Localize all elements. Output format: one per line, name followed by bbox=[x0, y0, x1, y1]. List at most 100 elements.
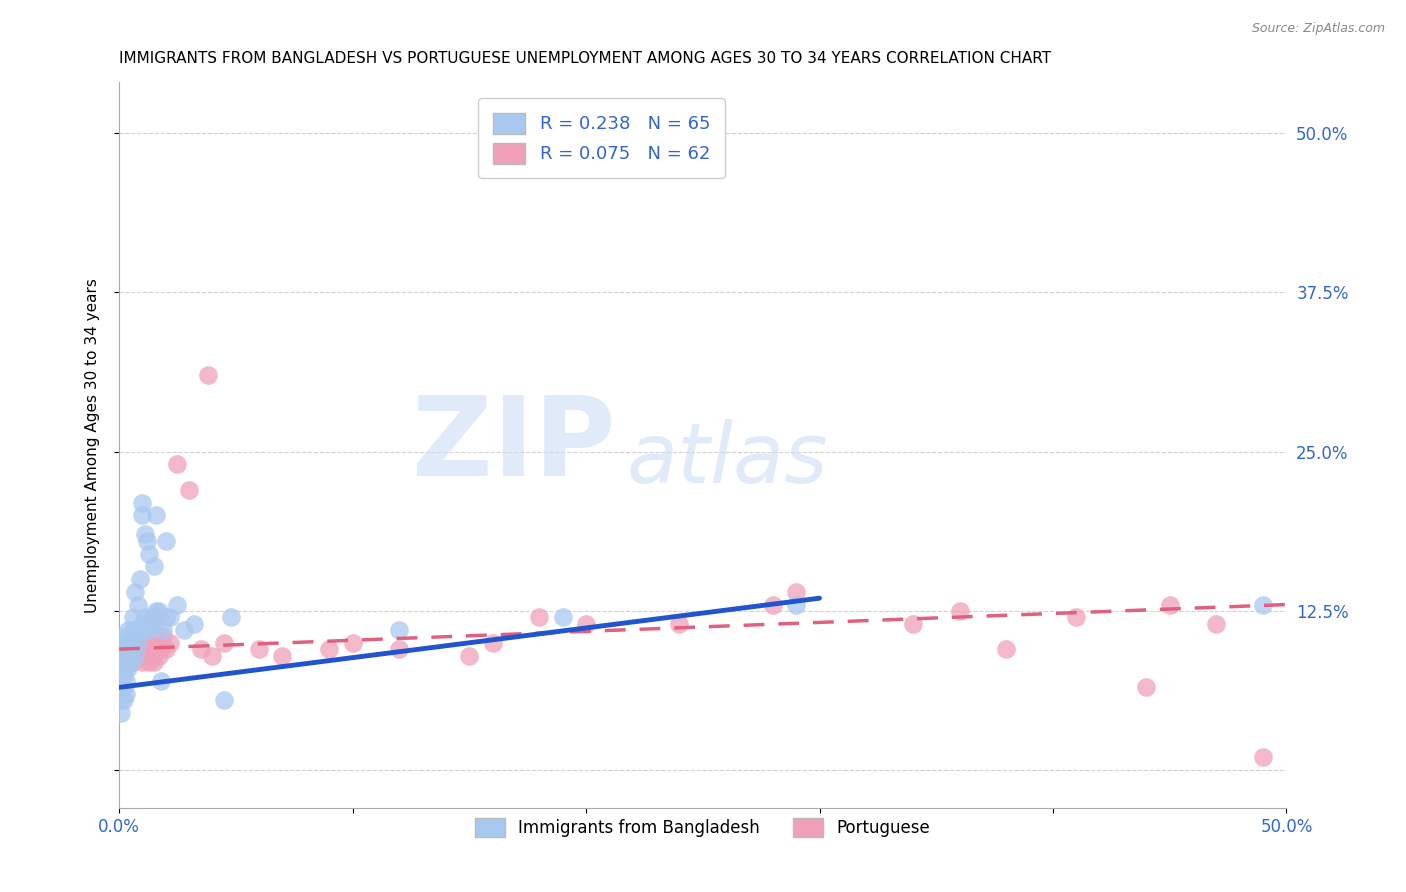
Point bbox=[901, 616, 924, 631]
Point bbox=[529, 610, 551, 624]
Point bbox=[127, 648, 149, 663]
Point bbox=[115, 648, 138, 663]
Point bbox=[143, 655, 166, 669]
Point bbox=[458, 648, 481, 663]
Point bbox=[134, 527, 156, 541]
Point bbox=[143, 559, 166, 574]
Point bbox=[120, 636, 142, 650]
Point bbox=[136, 616, 159, 631]
Point bbox=[112, 655, 135, 669]
Point bbox=[138, 642, 160, 657]
Point bbox=[145, 508, 167, 523]
Point bbox=[318, 642, 340, 657]
Point bbox=[138, 547, 160, 561]
Point bbox=[127, 598, 149, 612]
Point bbox=[117, 655, 139, 669]
Point bbox=[166, 598, 188, 612]
Point bbox=[271, 648, 294, 663]
Point bbox=[212, 636, 235, 650]
Point bbox=[148, 604, 170, 618]
Point bbox=[117, 642, 139, 657]
Point bbox=[342, 636, 364, 650]
Point bbox=[112, 648, 135, 663]
Point bbox=[115, 636, 138, 650]
Point bbox=[762, 598, 785, 612]
Point bbox=[141, 648, 163, 663]
Point bbox=[166, 458, 188, 472]
Point bbox=[124, 648, 146, 663]
Y-axis label: Unemployment Among Ages 30 to 34 years: Unemployment Among Ages 30 to 34 years bbox=[86, 277, 100, 613]
Point bbox=[201, 648, 224, 663]
Point bbox=[388, 642, 411, 657]
Point bbox=[177, 483, 200, 497]
Point bbox=[159, 636, 181, 650]
Point bbox=[115, 636, 138, 650]
Point bbox=[150, 642, 173, 657]
Point bbox=[131, 642, 153, 657]
Point bbox=[155, 533, 177, 548]
Point bbox=[122, 623, 145, 637]
Point bbox=[995, 642, 1018, 657]
Point bbox=[145, 604, 167, 618]
Point bbox=[1066, 610, 1088, 624]
Point bbox=[131, 616, 153, 631]
Point bbox=[148, 648, 170, 663]
Point bbox=[122, 610, 145, 624]
Point bbox=[110, 706, 132, 720]
Point bbox=[129, 648, 152, 663]
Point bbox=[120, 648, 142, 663]
Point bbox=[122, 642, 145, 657]
Point bbox=[112, 661, 135, 675]
Point bbox=[131, 655, 153, 669]
Point bbox=[134, 636, 156, 650]
Point bbox=[1135, 681, 1157, 695]
Point bbox=[127, 636, 149, 650]
Point bbox=[134, 648, 156, 663]
Point bbox=[481, 636, 503, 650]
Point bbox=[117, 661, 139, 675]
Point bbox=[152, 623, 174, 637]
Point bbox=[131, 508, 153, 523]
Point bbox=[145, 629, 167, 643]
Point bbox=[141, 636, 163, 650]
Point bbox=[120, 642, 142, 657]
Point bbox=[150, 673, 173, 688]
Text: IMMIGRANTS FROM BANGLADESH VS PORTUGUESE UNEMPLOYMENT AMONG AGES 30 TO 34 YEARS : IMMIGRANTS FROM BANGLADESH VS PORTUGUESE… bbox=[120, 51, 1052, 66]
Point bbox=[785, 598, 807, 612]
Point bbox=[136, 648, 159, 663]
Point bbox=[110, 648, 132, 663]
Point bbox=[129, 623, 152, 637]
Point bbox=[122, 655, 145, 669]
Point bbox=[112, 693, 135, 707]
Point bbox=[110, 693, 132, 707]
Point bbox=[115, 642, 138, 657]
Point bbox=[138, 655, 160, 669]
Point bbox=[155, 610, 177, 624]
Point bbox=[115, 655, 138, 669]
Point bbox=[124, 584, 146, 599]
Point bbox=[124, 648, 146, 663]
Point bbox=[136, 636, 159, 650]
Point bbox=[668, 616, 690, 631]
Point bbox=[1251, 750, 1274, 764]
Point bbox=[141, 610, 163, 624]
Point bbox=[127, 636, 149, 650]
Point bbox=[124, 623, 146, 637]
Point bbox=[115, 648, 138, 663]
Point bbox=[120, 636, 142, 650]
Point bbox=[134, 610, 156, 624]
Point bbox=[117, 636, 139, 650]
Point bbox=[112, 681, 135, 695]
Point bbox=[120, 655, 142, 669]
Point bbox=[115, 673, 138, 688]
Point bbox=[117, 648, 139, 663]
Point bbox=[1251, 598, 1274, 612]
Point bbox=[112, 655, 135, 669]
Point bbox=[115, 687, 138, 701]
Point bbox=[1205, 616, 1227, 631]
Point bbox=[110, 687, 132, 701]
Point bbox=[112, 667, 135, 681]
Point bbox=[1159, 598, 1181, 612]
Point bbox=[117, 642, 139, 657]
Point bbox=[112, 642, 135, 657]
